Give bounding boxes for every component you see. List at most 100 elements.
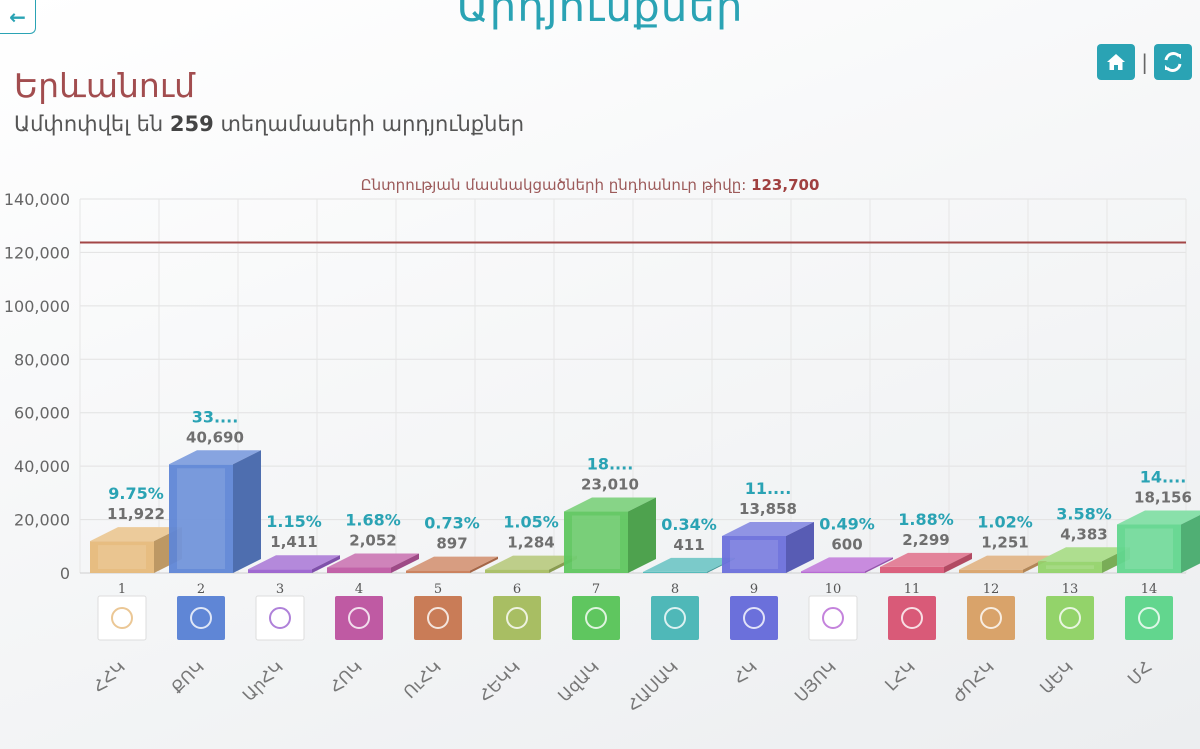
bar-highlight — [730, 539, 778, 569]
party-number: 13 — [1062, 582, 1079, 597]
bar — [1117, 524, 1181, 573]
arrow-left-icon: ← — [9, 4, 26, 29]
back-button[interactable]: ← — [0, 0, 36, 34]
letter-logo-mark — [585, 607, 607, 629]
bar — [248, 569, 312, 573]
crest-logo-mark — [111, 607, 133, 629]
red-logo — [1046, 596, 1094, 640]
top-actions: | — [1097, 44, 1192, 80]
refresh-button[interactable] — [1154, 44, 1192, 80]
bar-value-label: 1,411 — [270, 533, 317, 551]
page-title: Արդյունքներ — [456, 0, 744, 31]
bar-value-label: 23,010 — [581, 476, 639, 494]
bar-top — [169, 450, 261, 465]
red-logo-mark — [1059, 607, 1081, 629]
bar — [406, 570, 470, 573]
party-number: 7 — [592, 582, 600, 597]
ur-logo — [808, 595, 858, 641]
party-number: 11 — [904, 582, 921, 597]
photo-logo-mark — [1138, 607, 1160, 629]
bar-percent-label: 0.73% — [424, 514, 480, 533]
bar-value-label: 2,299 — [902, 531, 949, 549]
home-icon — [1107, 54, 1126, 70]
bar-percent-label: 9.75% — [108, 484, 164, 503]
x-tick-label: ՍՅՈԿ — [791, 657, 840, 706]
bar-value-label: 1,251 — [981, 534, 1028, 552]
separator: | — [1141, 50, 1148, 74]
x-tick-label: ՔՈԿ — [168, 657, 209, 698]
x-tick-label: ԱԵԿ — [1037, 657, 1078, 698]
chart-title: Ընտրության մասնակցածների ընդհանուր թիվը:… — [0, 176, 1180, 194]
bar-value-label: 40,690 — [186, 428, 244, 446]
bar-percent-label: 0.34% — [661, 515, 717, 534]
purple-logo — [888, 596, 936, 640]
party-number: 9 — [750, 582, 758, 597]
blue-arch-logo — [651, 596, 699, 640]
blue-star-logo-mark — [506, 607, 528, 629]
bar-value-label: 11,922 — [107, 505, 165, 523]
bar-value-label: 897 — [436, 535, 467, 553]
bar-percent-label: 33.... — [192, 407, 239, 426]
bar — [485, 569, 549, 573]
bar-highlight — [1125, 528, 1173, 569]
party-number: 1 — [118, 582, 126, 597]
bar-top — [90, 527, 182, 542]
photo-logo — [1125, 596, 1173, 640]
precinct-count: 259 — [169, 112, 214, 136]
chart-title-value: 123,700 — [751, 176, 820, 194]
bar-highlight — [1046, 565, 1094, 569]
party-number: 12 — [983, 582, 1000, 597]
region-title: Երևանում — [14, 66, 196, 105]
bar — [880, 566, 944, 573]
chart-title-text: Ընտրության մասնակցածների ընդհանուր թիվը: — [360, 176, 747, 194]
dark-square-logo — [177, 596, 225, 640]
y-tick-label: 100,000 — [4, 297, 70, 316]
bar-highlight — [572, 515, 620, 569]
party-number: 14 — [1141, 582, 1158, 597]
bar-value-label: 411 — [673, 536, 704, 554]
ur-logo-mark — [822, 607, 844, 629]
party-number: 10 — [825, 582, 842, 597]
bar-percent-label: 1.15% — [266, 512, 322, 531]
bar-percent-label: 1.02% — [977, 513, 1033, 532]
bar-top — [327, 553, 419, 568]
x-tick-label: ՀԵԿԿ — [475, 657, 524, 706]
x-tick-label: ՀԱՍԱԿ — [624, 657, 683, 716]
x-tick-label: ՀԿ — [730, 657, 762, 689]
y-tick-label: 80,000 — [14, 350, 70, 369]
x-tick-label: ԱզԱԿ — [555, 657, 604, 706]
subtitle-suffix: տեղամասերի արդյունքներ — [220, 112, 525, 136]
home-button[interactable] — [1097, 44, 1136, 80]
bar-percent-label: 1.05% — [503, 513, 559, 532]
bar-top — [406, 556, 498, 571]
bar — [722, 535, 786, 573]
orange-swirl-logo — [255, 595, 305, 641]
bar-value-label: 2,052 — [349, 532, 396, 550]
bar — [169, 464, 233, 573]
bar-top — [1038, 547, 1130, 562]
blue-text-logo-mark — [348, 607, 370, 629]
bar-value-label: 1,284 — [507, 534, 554, 552]
bar-top — [248, 555, 340, 570]
bar-top — [643, 557, 735, 572]
bar-percent-label: 14.... — [1140, 467, 1187, 486]
x-tick-label: ՀՀԿ — [89, 657, 129, 697]
x-tick-label: ՈւՀԿ — [400, 657, 446, 703]
bar-top — [959, 555, 1051, 570]
orange-swirl-logo-mark — [269, 607, 291, 629]
bar-top — [485, 555, 577, 570]
bar-highlight — [177, 468, 225, 569]
bar-percent-label: 3.58% — [1056, 504, 1112, 523]
y-tick-label: 140,000 — [4, 190, 70, 209]
bar-percent-label: 1.88% — [898, 510, 954, 529]
bar-top — [564, 497, 656, 512]
x-tick-label: ՀՈԿ — [326, 657, 366, 697]
bar-value-label: 600 — [831, 535, 862, 553]
bar — [959, 569, 1023, 573]
blue-arch-logo-mark — [664, 607, 686, 629]
refresh-icon — [1164, 52, 1182, 72]
teal-logo-mark — [980, 607, 1002, 629]
bar-percent-label: 11.... — [745, 479, 792, 498]
bar-top — [801, 557, 893, 572]
